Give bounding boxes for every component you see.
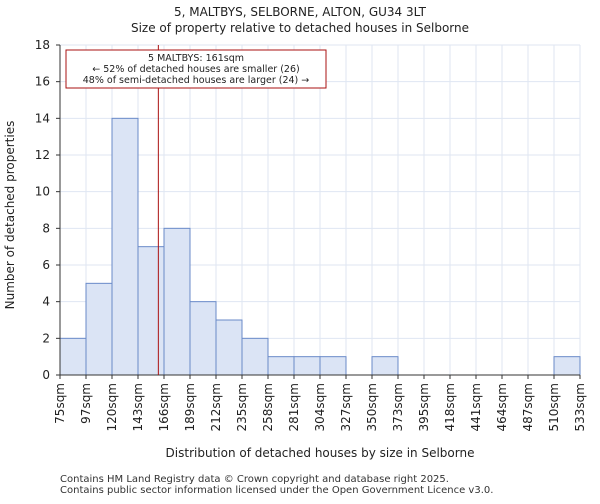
bar: [85, 282, 113, 376]
x-tick-label: 189sqm: [183, 383, 197, 431]
x-tick-label: 97sqm: [79, 383, 93, 424]
x-tick-label: 395sqm: [417, 383, 431, 431]
x-tick-labels: 75sqm 97sqm 120sqm 143sqm 166sqm 189sqm 212sqm…: [53, 375, 587, 431]
chart-subtitle: Size of property relative to detached ho…: [131, 21, 469, 35]
x-tick-label: 418sqm: [443, 383, 457, 431]
bar: [189, 301, 217, 376]
bar: [293, 356, 321, 376]
bars: [59, 117, 581, 376]
chart-title: 5, MALTBYS, SELBORNE, ALTON, GU34 3LT: [174, 5, 427, 19]
x-tick-label: 304sqm: [313, 383, 327, 431]
bar: [111, 117, 139, 376]
property-marker: 5 MALTBYS: 161sqm← 52% of detached house…: [65, 45, 327, 375]
y-tick-label: 6: [42, 258, 50, 272]
x-tick-label: 441sqm: [469, 383, 483, 431]
bar: [241, 337, 269, 376]
bar: [163, 227, 191, 376]
bar: [215, 319, 243, 376]
x-tick-label: 235sqm: [235, 383, 249, 431]
bar: [267, 356, 295, 376]
x-tick-label: 464sqm: [495, 383, 509, 431]
x-tick-label: 327sqm: [339, 383, 353, 431]
footer-line-2: Contains public sector information licen…: [60, 485, 494, 496]
x-tick-label: 143sqm: [131, 383, 145, 431]
annotation-line: ← 52% of detached houses are smaller (26…: [92, 64, 299, 75]
x-tick-label: 487sqm: [521, 383, 535, 431]
bar: [371, 356, 399, 376]
y-tick-label: 12: [35, 148, 50, 162]
y-tick-label: 2: [42, 331, 50, 345]
y-tick-labels: 0 2 4 6 8 10 12 14 16 18: [35, 38, 60, 382]
annotation-line: 5 MALTBYS: 161sqm: [148, 53, 244, 64]
y-tick-label: 8: [42, 221, 50, 235]
x-tick-label: 212sqm: [209, 383, 223, 431]
x-tick-label: 350sqm: [365, 383, 379, 431]
y-axis-label: Number of detached properties: [3, 121, 17, 310]
y-tick-label: 10: [35, 185, 50, 199]
x-tick-label: 75sqm: [53, 383, 67, 424]
y-tick-label: 18: [35, 38, 50, 52]
x-tick-label: 258sqm: [261, 383, 275, 431]
bar: [319, 356, 347, 376]
x-tick-label: 373sqm: [391, 383, 405, 431]
y-tick-label: 4: [42, 295, 50, 309]
y-tick-label: 16: [35, 75, 50, 89]
annotation-box: [65, 49, 327, 89]
x-tick-label: 533sqm: [573, 383, 587, 431]
x-axis-label: Distribution of detached houses by size …: [166, 446, 475, 460]
x-tick-label: 120sqm: [105, 383, 119, 431]
y-tick-label: 0: [42, 368, 50, 382]
x-tick-label: 510sqm: [547, 383, 561, 431]
x-tick-label: 281sqm: [287, 383, 301, 431]
bar: [137, 246, 165, 376]
x-tick-label: 166sqm: [157, 383, 171, 431]
y-tick-label: 14: [35, 111, 50, 125]
footer-line-1: Contains HM Land Registry data © Crown c…: [60, 474, 449, 485]
bar: [553, 356, 581, 376]
annotation-line: 48% of semi-detached houses are larger (…: [83, 75, 310, 86]
bar: [59, 337, 87, 376]
